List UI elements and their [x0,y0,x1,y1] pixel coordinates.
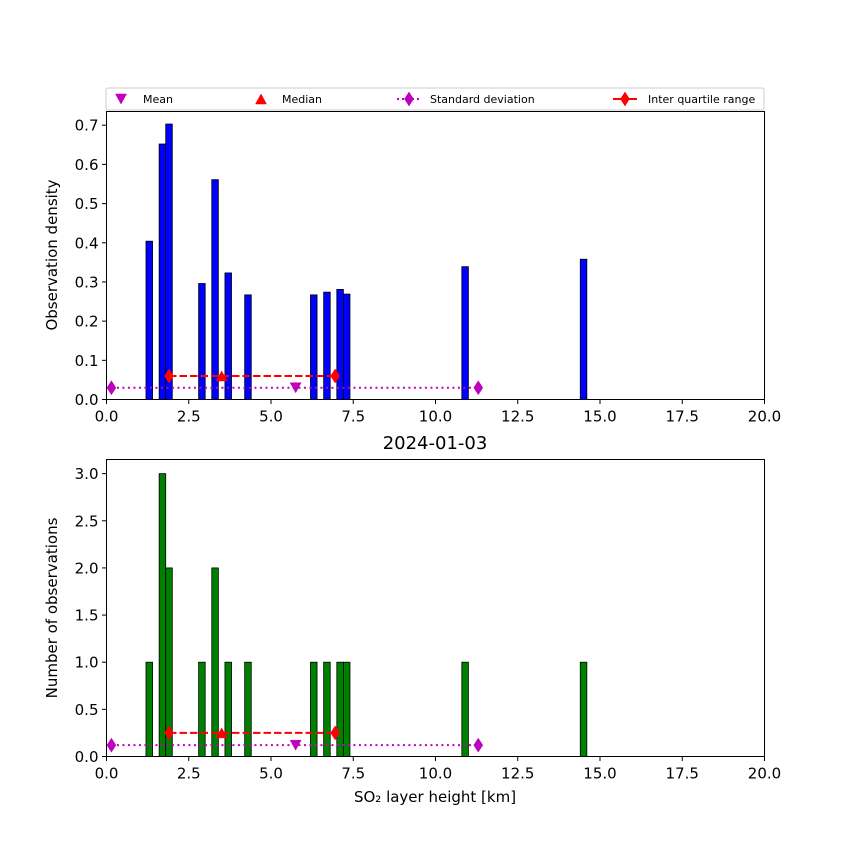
x-tick-label: 7.5 [341,408,365,426]
bar [342,293,351,400]
x-tick-label: 12.5 [501,765,534,783]
x-axis-label: SO₂ layer height [km] [354,788,516,806]
density-stat-markers [106,368,484,396]
bar [165,123,173,400]
x-tick-label: 2.5 [177,765,201,783]
x-tick-label: 5.0 [259,408,283,426]
median-marker [215,727,228,739]
density-bars [145,123,588,400]
y-tick-label: 0.6 [75,156,99,174]
mean-marker [289,382,302,394]
y-axis-ticks: 0.0 0.5 1.0 1.5 2.0 2.5 3.0 [75,465,107,766]
iqr-marker [164,725,174,741]
bar [145,240,153,400]
y-tick-label: 0.5 [75,195,99,213]
legend-label: Median [282,93,322,106]
bar [461,661,469,757]
std-marker [473,380,484,396]
y-tick-label: 1.0 [75,654,99,672]
bar [244,294,252,400]
bar [461,266,469,400]
legend-label: Mean [143,93,173,106]
y-tick-label: 0.5 [75,701,99,719]
legend-label: Inter quartile range [648,93,755,106]
y-axis-label: Number of observations [43,517,61,698]
count-bars [145,473,588,757]
x-tick-label: 15.0 [583,408,616,426]
y-tick-label: 0.7 [75,117,99,135]
legend-marker [620,91,630,107]
legend-marker [115,93,127,105]
bar [244,661,252,757]
x-tick-label: 0.0 [95,765,119,783]
y-tick-label: 2.0 [75,559,99,577]
mean-marker [289,739,302,751]
y-tick-label: 3.0 [75,465,99,483]
y-tick-label: 0.2 [75,313,99,331]
count-panel: 2024-01-03 0.0 2.5 5.0 7.5 10.0 12.5 15.0 17.5 2… [43,433,781,806]
bar [145,661,153,757]
bar [310,661,318,757]
iqr-marker [330,725,340,741]
bar [336,661,344,757]
bar [158,473,167,757]
chart-title: 2024-01-03 [383,433,488,454]
x-tick-label: 17.5 [666,408,699,426]
x-tick-label: 0.0 [95,408,119,426]
bar [198,661,206,757]
y-tick-label: 2.5 [75,512,99,530]
x-tick-label: 7.5 [341,765,365,783]
std-marker [106,737,117,753]
y-tick-label: 0.3 [75,273,99,291]
x-axis-ticks: 0.0 2.5 5.0 7.5 10.0 12.5 15.0 17.5 20.0 [95,756,781,783]
bar [310,294,318,400]
bar [211,567,219,757]
bar [323,291,331,400]
x-axis-ticks: 0.0 2.5 5.0 7.5 10.0 12.5 15.0 17.5 20.0 [95,399,781,426]
bar [579,661,588,757]
x-tick-label: 20.0 [748,408,781,426]
iqr-marker [330,368,340,384]
y-tick-label: 0.1 [75,352,99,370]
median-marker [215,370,228,382]
legend-marker [255,93,267,105]
x-tick-label: 10.0 [419,408,452,426]
y-tick-label: 1.5 [75,607,99,625]
density-panel: 0.0 2.5 5.0 7.5 10.0 12.5 15.0 17.5 20.0 0.00.10… [43,111,781,426]
count-stat-markers [106,725,484,753]
x-tick-label: 12.5 [501,408,534,426]
x-tick-label: 20.0 [748,765,781,783]
legend-frame [105,87,765,111]
x-tick-label: 5.0 [259,765,283,783]
iqr-marker [164,368,174,384]
bar [323,661,331,757]
x-tick-label: 2.5 [177,408,201,426]
x-tick-label: 15.0 [583,765,616,783]
y-axis-label: Observation density [43,179,61,330]
bar [198,283,206,400]
x-tick-label: 17.5 [666,765,699,783]
bar [158,143,167,400]
bar [579,258,588,400]
std-marker [473,737,484,753]
bar [211,179,219,400]
legend-marker [404,91,414,107]
bar [342,661,351,757]
bar [224,661,232,757]
std-marker [106,380,117,396]
legend-label: Standard deviation [430,93,535,106]
y-tick-label: 0.4 [75,234,99,252]
y-tick-label: 0.0 [75,748,99,766]
y-tick-label: 0.0 [75,391,99,409]
y-axis-ticks: 0.0 0.1 0.2 0.3 0.4 0.5 0.6 0.7 [75,117,107,409]
bar [336,288,344,400]
legend: Mean Median Standard deviation Inter quarti… [105,87,765,111]
x-tick-label: 10.0 [419,765,452,783]
